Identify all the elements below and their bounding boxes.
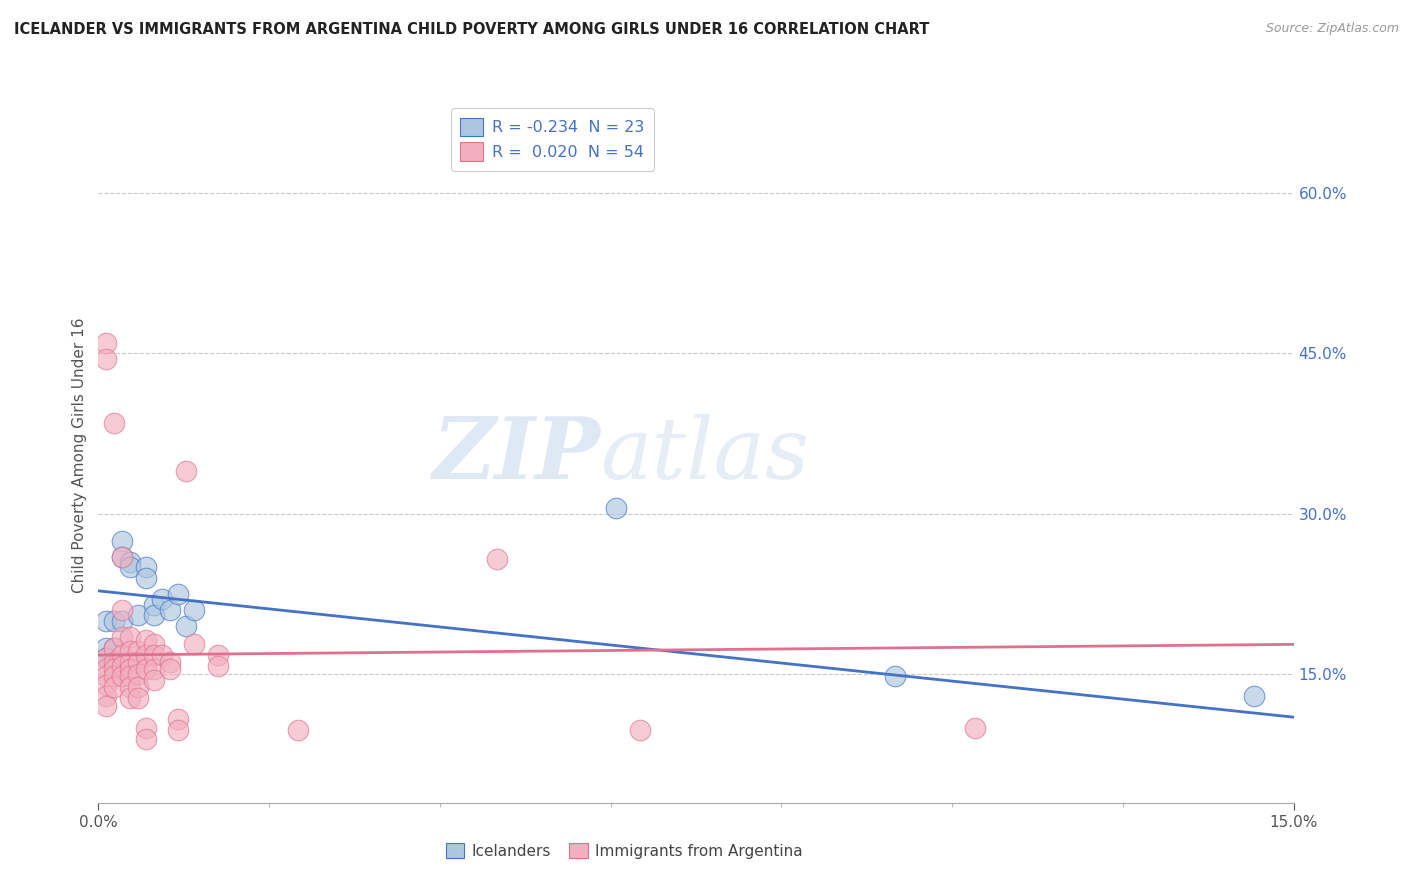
Point [96, 699, 118, 714]
Point [135, 721, 157, 735]
Point [159, 603, 181, 617]
Point [167, 712, 190, 726]
Point [111, 630, 134, 644]
Point [103, 640, 125, 655]
Point [96, 651, 118, 665]
Point [135, 560, 157, 574]
Point [207, 658, 229, 673]
Point [150, 648, 173, 662]
Text: ICELANDER VS IMMIGRANTS FROM ARGENTINA CHILD POVERTY AMONG GIRLS UNDER 16 CORREL: ICELANDER VS IMMIGRANTS FROM ARGENTINA C… [14, 22, 929, 37]
Point [159, 655, 181, 669]
Point [127, 667, 149, 681]
Point [120, 690, 142, 705]
Point [103, 655, 125, 669]
Point [111, 614, 134, 628]
Point [103, 640, 125, 655]
Point [111, 669, 134, 683]
Point [120, 560, 142, 574]
Point [103, 662, 125, 676]
Legend: Icelanders, Immigrants from Argentina: Icelanders, Immigrants from Argentina [440, 837, 808, 864]
Point [963, 721, 986, 735]
Point [143, 662, 166, 676]
Point [96, 351, 118, 366]
Point [287, 723, 309, 737]
Point [135, 731, 157, 746]
Point [135, 662, 157, 676]
Point [143, 608, 166, 623]
Point [143, 637, 166, 651]
Y-axis label: Child Poverty Among Girls Under 16: Child Poverty Among Girls Under 16 [72, 318, 87, 592]
Point [96, 614, 118, 628]
Point [96, 651, 118, 665]
Point [174, 464, 197, 478]
Point [127, 690, 149, 705]
Point [120, 644, 142, 658]
Point [135, 648, 157, 662]
Text: Source: ZipAtlas.com: Source: ZipAtlas.com [1265, 22, 1399, 36]
Point [183, 603, 205, 617]
Point [96, 689, 118, 703]
Point [103, 680, 125, 694]
Point [120, 630, 142, 644]
Point [96, 640, 118, 655]
Point [96, 662, 118, 676]
Point [96, 678, 118, 692]
Point [103, 614, 125, 628]
Point [127, 644, 149, 658]
Point [183, 637, 205, 651]
Point [127, 680, 149, 694]
Text: ZIP: ZIP [433, 413, 600, 497]
Point [174, 619, 197, 633]
Point [120, 662, 142, 676]
Point [150, 592, 173, 607]
Point [120, 680, 142, 694]
Point [120, 669, 142, 683]
Point [127, 608, 149, 623]
Point [143, 673, 166, 687]
Point [485, 551, 508, 566]
Point [96, 669, 118, 683]
Point [159, 662, 181, 676]
Point [96, 335, 118, 350]
Point [884, 669, 907, 683]
Point [605, 501, 627, 516]
Point [120, 655, 142, 669]
Point [111, 603, 134, 617]
Point [167, 587, 190, 601]
Text: atlas: atlas [600, 414, 810, 496]
Point [135, 633, 157, 648]
Point [120, 555, 142, 569]
Point [167, 723, 190, 737]
Point [111, 549, 134, 564]
Point [143, 648, 166, 662]
Point [628, 723, 651, 737]
Point [143, 598, 166, 612]
Point [111, 648, 134, 662]
Point [135, 571, 157, 585]
Point [103, 669, 125, 683]
Point [103, 416, 125, 430]
Point [111, 549, 134, 564]
Point [111, 658, 134, 673]
Point [127, 655, 149, 669]
Point [111, 533, 134, 548]
Point [207, 648, 229, 662]
Point [1243, 689, 1265, 703]
